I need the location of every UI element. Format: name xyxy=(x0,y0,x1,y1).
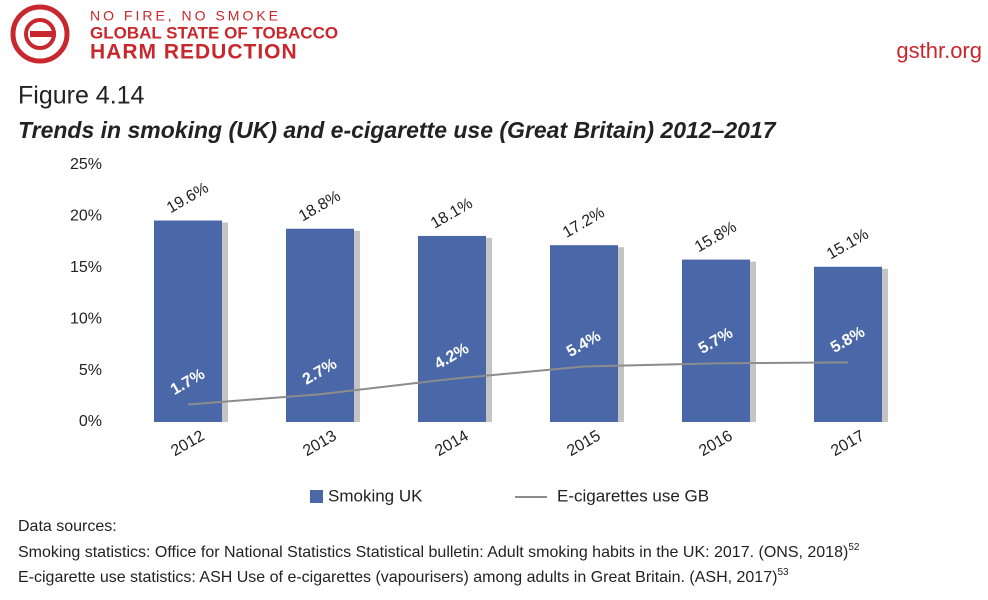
legend-label: Smoking UK xyxy=(328,486,423,505)
bar-shadow xyxy=(618,247,624,422)
value-label: 19.6% xyxy=(164,180,212,217)
legend-swatch xyxy=(310,490,323,503)
value-label: 15.1% xyxy=(824,226,872,263)
value-label: 18.1% xyxy=(428,195,476,232)
y-tick-label: 0% xyxy=(79,413,102,430)
bar-shadow xyxy=(750,261,756,422)
source-ref: 53 xyxy=(777,567,789,578)
x-tick-label: 2015 xyxy=(564,427,603,460)
bar xyxy=(682,259,750,422)
x-tick-label: 2017 xyxy=(828,427,867,460)
y-tick-label: 25% xyxy=(70,156,102,173)
value-label: 17.2% xyxy=(560,204,608,241)
logo-ring xyxy=(10,4,70,64)
legend-label: E-cigarettes use GB xyxy=(557,486,709,505)
logo xyxy=(10,4,70,64)
x-tick-label: 2013 xyxy=(300,427,339,460)
bar xyxy=(814,266,882,422)
x-tick-label: 2014 xyxy=(432,427,471,460)
value-label: 15.8% xyxy=(692,219,740,256)
url: gsthr.org xyxy=(896,38,982,63)
sources-heading: Data sources: xyxy=(18,518,117,535)
source: Smoking statistics: Office for National … xyxy=(18,542,860,562)
source: E-cigarette use statistics: ASH Use of e… xyxy=(18,567,789,587)
value-label: 18.8% xyxy=(296,188,344,225)
bar-shadow xyxy=(486,237,492,422)
org-line: GLOBAL STATE OF TOBACCO xyxy=(90,23,338,42)
chart-title: Trends in smoking (UK) and e-cigarette u… xyxy=(18,117,777,143)
bar xyxy=(550,245,618,422)
bar xyxy=(286,228,354,422)
y-tick-label: 10% xyxy=(70,310,102,327)
source-text: E-cigarette use statistics: ASH Use of e… xyxy=(18,569,777,586)
bar-shadow xyxy=(222,222,228,422)
bar-shadow xyxy=(354,230,360,422)
bar xyxy=(154,220,222,422)
x-tick-label: 2016 xyxy=(696,427,735,460)
source-text: Smoking statistics: Office for National … xyxy=(18,544,848,561)
bar-shadow xyxy=(882,268,888,422)
y-tick-label: 20% xyxy=(70,208,102,225)
source-ref: 52 xyxy=(848,542,860,553)
x-tick-label: 2012 xyxy=(168,427,207,460)
logo-bar xyxy=(30,31,56,37)
line xyxy=(187,361,849,406)
figure-number: Figure 4.14 xyxy=(18,82,145,110)
bar xyxy=(418,235,486,422)
y-tick-label: 5% xyxy=(79,362,102,379)
y-tick-label: 15% xyxy=(70,259,102,276)
tagline: NO FIRE, NO SMOKE xyxy=(90,8,281,24)
org-line: HARM REDUCTION xyxy=(90,41,298,64)
